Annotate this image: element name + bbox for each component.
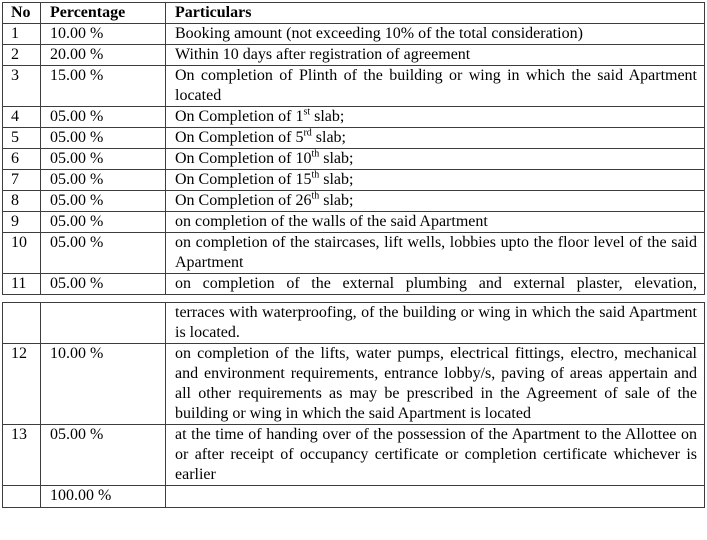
cell-particulars: On Completion of 26th slab; — [165, 190, 705, 212]
cell-particulars: Booking amount (not exceeding 10% of the… — [165, 23, 705, 45]
cell-no: 6 — [2, 148, 41, 170]
cell-no: 12 — [2, 343, 41, 425]
cell-particulars: on completion of the lifts, water pumps,… — [165, 343, 705, 425]
table-row-total: 100.00 % — [2, 485, 705, 508]
cell-percentage: 05.00 % — [40, 127, 166, 149]
cell-particulars: On Completion of 10th slab; — [165, 148, 705, 170]
cell-no: 10 — [2, 232, 41, 274]
cell-no: 7 — [2, 169, 41, 191]
cell-particulars: On completion of Plinth of the building … — [165, 65, 705, 107]
table-row: 12 10.00 % on completion of the lifts, w… — [2, 343, 705, 425]
cell-percentage: 10.00 % — [40, 23, 166, 45]
cell-no: 1 — [2, 23, 41, 45]
cell-percentage: 05.00 % — [40, 148, 166, 170]
table-row: 9 05.00 % on completion of the walls of … — [2, 211, 705, 233]
cell-no: 3 — [2, 65, 41, 107]
table-row: 13 05.00 % at the time of handing over o… — [2, 424, 705, 486]
cell-particulars: On Completion of 15th slab; — [165, 169, 705, 191]
table-row: 1 10.00 % Booking amount (not exceeding … — [2, 23, 705, 45]
ordinal-superscript: rd — [303, 127, 312, 139]
header-cell-particulars: Particulars — [165, 2, 705, 24]
cell-percentage-total: 100.00 % — [40, 485, 166, 508]
cell-particulars: on completion of the external plumbing a… — [165, 273, 705, 295]
ordinal-superscript: th — [311, 169, 320, 181]
cell-particulars: Within 10 days after registration of agr… — [165, 44, 705, 66]
ordinal-superscript: th — [311, 190, 320, 202]
cell-percentage: 20.00 % — [40, 44, 166, 66]
cell-percentage: 05.00 % — [40, 424, 166, 486]
cell-percentage: 05.00 % — [40, 232, 166, 274]
cell-percentage: 05.00 % — [40, 106, 166, 128]
table-row: 10 05.00 % on completion of the staircas… — [2, 232, 705, 274]
cell-no: 8 — [2, 190, 41, 212]
ordinal-superscript: th — [311, 148, 320, 160]
table-row: 6 05.00 % On Completion of 10th slab; — [2, 148, 705, 170]
cell-particulars: on completion of the walls of the said A… — [165, 211, 705, 233]
cell-percentage: 05.00 % — [40, 273, 166, 295]
cell-no: 4 — [2, 106, 41, 128]
cell-percentage: 05.00 % — [40, 190, 166, 212]
cell-no — [2, 485, 41, 508]
header-cell-percentage: Percentage — [40, 2, 166, 24]
table-row: 2 20.00 % Within 10 days after registrat… — [2, 44, 705, 66]
cell-particulars: On Completion of 1st slab; — [165, 106, 705, 128]
table-row: 4 05.00 % On Completion of 1st slab; — [2, 106, 705, 128]
table-row: 3 15.00 % On completion of Plinth of the… — [2, 65, 705, 107]
cell-percentage: 05.00 % — [40, 211, 166, 233]
cell-particulars — [165, 485, 705, 508]
cell-particulars: terraces with waterproofing, of the buil… — [165, 302, 705, 344]
header-cell-no: No — [2, 2, 41, 24]
cell-percentage: 15.00 % — [40, 65, 166, 107]
payment-schedule-table-part1: No Percentage Particulars 1 10.00 % Book… — [2, 2, 705, 295]
ordinal-superscript: st — [303, 106, 311, 118]
cell-no: 5 — [2, 127, 41, 149]
table-row: 7 05.00 % On Completion of 15th slab; — [2, 169, 705, 191]
cell-no: 9 — [2, 211, 41, 233]
cell-no: 13 — [2, 424, 41, 486]
table-header-row: No Percentage Particulars — [2, 2, 705, 24]
cell-percentage: 10.00 % — [40, 343, 166, 425]
table-row: 11 05.00 % on completion of the external… — [2, 273, 705, 295]
cell-no: 2 — [2, 44, 41, 66]
document-page: No Percentage Particulars 1 10.00 % Book… — [2, 2, 705, 508]
payment-schedule-table-part2: terraces with waterproofing, of the buil… — [2, 302, 705, 508]
cell-particulars: on completion of the staircases, lift we… — [165, 232, 705, 274]
table-row: 8 05.00 % On Completion of 26th slab; — [2, 190, 705, 212]
cell-percentage — [40, 302, 166, 344]
cell-percentage: 05.00 % — [40, 169, 166, 191]
cell-particulars: at the time of handing over of the posse… — [165, 424, 705, 486]
cell-no — [2, 302, 41, 344]
cell-particulars: On Completion of 5rd slab; — [165, 127, 705, 149]
table-row: 5 05.00 % On Completion of 5rd slab; — [2, 127, 705, 149]
cell-no: 11 — [2, 273, 41, 295]
table-row-continuation: terraces with waterproofing, of the buil… — [2, 302, 705, 344]
